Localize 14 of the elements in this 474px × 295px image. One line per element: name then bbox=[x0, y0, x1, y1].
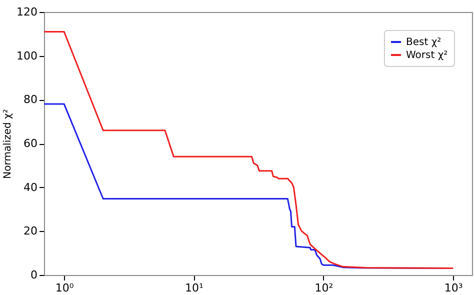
x-tick-label: 10¹ bbox=[185, 282, 204, 294]
y-tick-label: 20 bbox=[24, 224, 38, 238]
y-axis-title: Normalized χ² bbox=[2, 109, 14, 179]
y-tick-label: 100 bbox=[16, 49, 38, 62]
y-tick-label: 60 bbox=[24, 137, 38, 150]
y-tick-label: 120 bbox=[16, 6, 38, 18]
y-tick-label: 80 bbox=[24, 93, 38, 106]
legend-label: Best χ² bbox=[406, 37, 442, 48]
y-tick-label: 0 bbox=[30, 268, 38, 282]
y-tick-label: 40 bbox=[24, 180, 38, 194]
x-tick-label: 10³ bbox=[444, 282, 463, 294]
legend-label: Worst χ² bbox=[406, 50, 448, 61]
x-tick-label: 10² bbox=[314, 282, 334, 294]
x-tick-label: 10⁰ bbox=[55, 282, 74, 294]
